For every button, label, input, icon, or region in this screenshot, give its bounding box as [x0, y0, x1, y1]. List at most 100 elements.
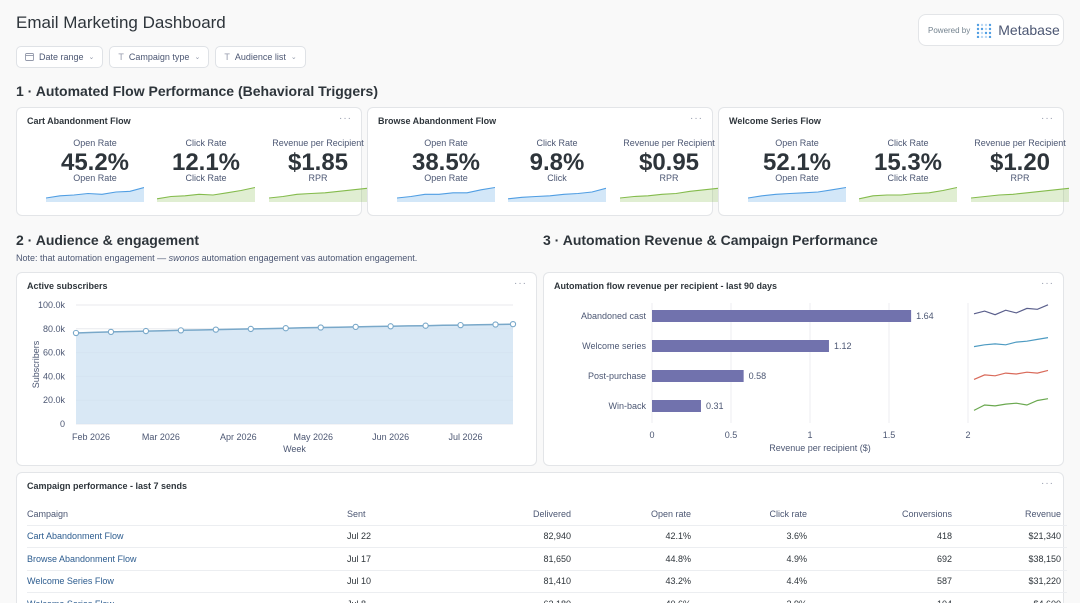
card-title: Cart Abandonment Flow	[27, 116, 131, 126]
table-cell: 81,650	[447, 547, 577, 571]
table-cell: 692	[813, 547, 958, 571]
x-tick-label: May 2026	[293, 432, 333, 442]
more-options-icon[interactable]: ···	[1041, 113, 1054, 124]
kpi-label: Open Rate	[424, 138, 468, 148]
bar	[652, 370, 744, 382]
kpi-sublabel: RPR	[308, 173, 328, 183]
table-cell: 4.9%	[697, 547, 813, 571]
sparkline-area	[620, 188, 718, 202]
column-header[interactable]: Sent	[347, 503, 447, 526]
kpi-tile: Click Rate 12.1% Click Rate	[151, 138, 261, 202]
table-cell: 4.4%	[697, 570, 813, 593]
kpi-value: 52.1%	[762, 149, 832, 176]
table-cell: $21,340	[958, 525, 1067, 548]
table-cell: 3.6%	[697, 525, 813, 548]
more-options-icon[interactable]: ···	[1041, 278, 1054, 289]
filter-bar: Date range ⌄ T Campaign type ⌄ T Audienc…	[16, 46, 306, 68]
metabase-brand-label: Metabase	[998, 22, 1060, 38]
powered-by-badge[interactable]: Powered by Metabase	[918, 14, 1064, 46]
category-label: Post-purchase	[588, 371, 646, 381]
table-cell: Jul 10	[347, 570, 447, 593]
x-tick-label: 1.5	[883, 430, 896, 440]
table-cell: Browse Abandonment Flow	[27, 547, 347, 571]
table-row[interactable]: Cart Abandonment Flow Jul 22 82,940 42.1% 3.…	[27, 525, 1067, 548]
table-row[interactable]: Browse Abandonment Flow Jul 17 81,650 44.8%…	[27, 547, 1067, 571]
filter-date-range-label: Date range	[39, 52, 84, 62]
sparkline-line	[157, 186, 255, 200]
kpi-value: $1.20	[989, 149, 1051, 176]
flow-card[interactable]: Cart Abandonment Flow ··· Open Rate 45.2%…	[16, 107, 367, 216]
column-header[interactable]: Conversions	[813, 503, 958, 526]
kpi-tile: Open Rate 52.1% Open Rate	[742, 138, 852, 202]
category-label: Abandoned cast	[581, 311, 647, 321]
table-row[interactable]: Welcome Series Flow Jul 10 81,410 43.2% 4.4%…	[27, 570, 1067, 593]
kpi-label: Click Rate	[887, 138, 929, 148]
more-options-icon[interactable]: ···	[339, 113, 352, 124]
x-axis-label: Revenue per recipient ($)	[769, 443, 871, 453]
kpi-sublabel: RPR	[659, 173, 679, 183]
kpi-value: 38.5%	[411, 149, 481, 176]
data-point	[422, 322, 429, 329]
trend-sparkline	[973, 337, 1049, 348]
revenue-per-recipient-card[interactable]: Automation flow revenue per recipient - …	[543, 272, 1064, 466]
sparkline-area	[269, 188, 367, 202]
kpi-tile: Click Rate 15.3% Click Rate	[853, 138, 963, 202]
filter-date-range[interactable]: Date range ⌄	[16, 46, 104, 68]
flow-card[interactable]: Browse Abandonment Flow ··· Open Rate 38.…	[367, 107, 718, 216]
sparkline-area	[397, 187, 495, 202]
column-header[interactable]: Open rate	[577, 503, 697, 526]
kpi-tile: Click Rate 9.8% Click	[502, 138, 612, 202]
filter-campaign-type-label: Campaign type	[128, 52, 190, 62]
more-options-icon[interactable]: ···	[514, 278, 527, 289]
table-row[interactable]: Welcome Series Flow Jul 862,18040.6%2.9%1…	[27, 592, 1067, 603]
data-point	[317, 324, 324, 331]
kpi-sublabel: Open Rate	[73, 173, 117, 183]
note-italic: swonos	[168, 253, 200, 263]
table-cell: $38,150	[958, 547, 1067, 571]
data-point	[177, 327, 185, 334]
sparkline-area	[748, 187, 846, 202]
column-header[interactable]: Campaign	[27, 503, 347, 526]
kpi-sparkline	[157, 186, 255, 202]
column-header[interactable]: Delivered	[447, 503, 577, 526]
data-point	[72, 329, 80, 337]
x-tick-label: Apr 2026	[220, 432, 257, 442]
more-options-icon[interactable]: ···	[1041, 478, 1054, 489]
kpi-sublabel: Click Rate	[185, 173, 227, 183]
active-subscribers-card[interactable]: Active subscribers ··· 0 20.0k 40.0k 60.0k 8…	[16, 272, 537, 466]
text-filter-icon: T	[118, 52, 124, 62]
data-point	[107, 328, 115, 336]
bar-value-label: 1.64	[916, 311, 934, 321]
sparkline-line	[971, 187, 1069, 199]
kpi-sparkline	[971, 187, 1069, 202]
y-tick-label: 40.0k	[43, 371, 66, 381]
flow-card[interactable]: Welcome Series Flow ··· Open Rate 52.1% O…	[718, 107, 1069, 216]
category-label: Welcome series	[582, 341, 646, 351]
kpi-sparkline	[748, 186, 846, 202]
sparkline-line	[269, 187, 367, 199]
more-options-icon[interactable]: ···	[690, 113, 703, 124]
column-header[interactable]: Click rate	[697, 503, 813, 526]
kpi-label: Click Rate	[185, 138, 227, 148]
filter-campaign-type[interactable]: T Campaign type ⌄	[109, 46, 210, 68]
bar	[652, 400, 701, 412]
column-header[interactable]: Revenue	[958, 503, 1067, 526]
chevron-down-icon: ⌄	[194, 54, 201, 61]
table-cell: $4,600	[958, 592, 1067, 603]
campaign-performance-card[interactable]: Campaign performance - last 7 sends ··· …	[16, 472, 1067, 603]
kpi-tile: Revenue per Recipient $1.85 RPR	[263, 138, 373, 202]
y-tick-label: 80.0k	[43, 324, 66, 334]
campaign-link[interactable]: Cart Abandonment Flow	[27, 531, 124, 542]
card-title: Active subscribers	[27, 281, 108, 291]
sparkline-line	[859, 186, 957, 200]
x-tick-label: Feb 2026	[72, 432, 110, 442]
trend-sparkline	[973, 304, 1049, 316]
filter-audience-list[interactable]: T Audience list ⌄	[215, 46, 306, 68]
table-cell: 81,410	[447, 570, 577, 593]
x-tick-label: Jun 2026	[372, 432, 409, 442]
campaign-link[interactable]: Welcome Series Flow	[27, 576, 114, 587]
campaign-link[interactable]: Welcome Series Flow	[27, 599, 114, 603]
data-point	[352, 323, 359, 331]
table-cell: Welcome Series Flow	[27, 570, 347, 593]
campaign-link[interactable]: Browse Abandonment Flow	[27, 553, 137, 564]
